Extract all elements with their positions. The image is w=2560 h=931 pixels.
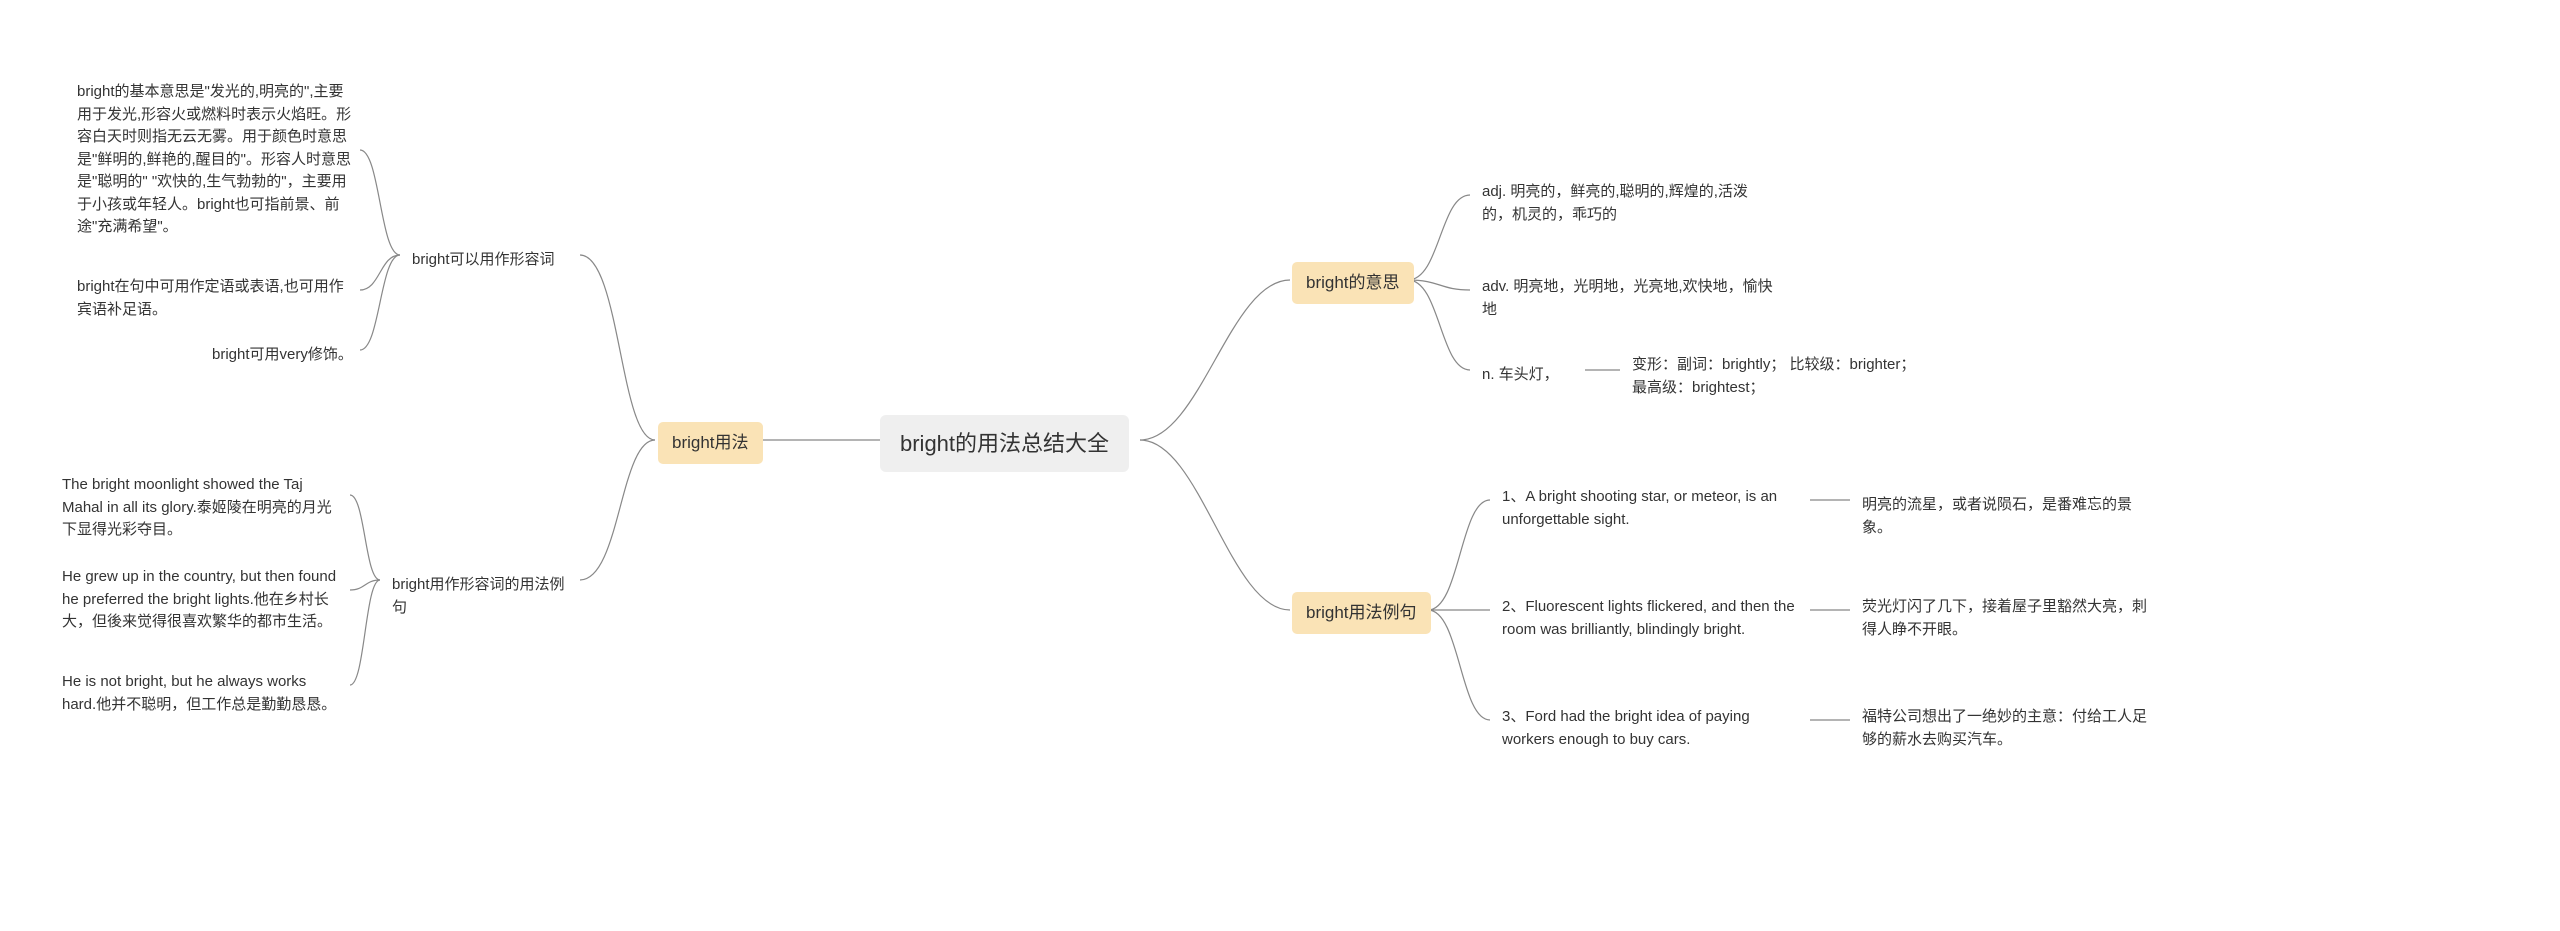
example-1-zh: 明亮的流星，或者说陨石，是番难忘的景象。 (1850, 488, 2170, 545)
meaning-adv: adv. 明亮地，光明地，光亮地,欢快地，愉快地 (1470, 270, 1790, 327)
right-branch-examples: bright用法例句 (1292, 592, 1431, 634)
example-3-en: 3、Ford had the bright idea of paying wor… (1490, 700, 1810, 757)
right-branch-meaning: bright的意思 (1292, 262, 1414, 304)
left-branch: bright用法 (658, 422, 763, 464)
left-sub-examples: bright用作形容词的用法例句 (380, 568, 585, 625)
left-sub-examples-label: bright用作形容词的用法例句 (392, 576, 565, 616)
example-3-zh: 福特公司想出了一绝妙的主意：付给工人足够的薪水去购买汽车。 (1850, 700, 2160, 757)
left-sub-adj-child-2: bright可用very修饰。 (200, 338, 365, 373)
example-1-en: 1、A bright shooting star, or meteor, is … (1490, 480, 1810, 537)
root-label: bright的用法总结大全 (900, 431, 1109, 456)
left-branch-label: bright用法 (672, 433, 749, 452)
left-sub-ex-child-0: The bright moonlight showed the Taj Maha… (50, 468, 355, 548)
right-branch-examples-label: bright用法例句 (1306, 603, 1417, 622)
root-node: bright的用法总结大全 (880, 415, 1129, 472)
connector-lines (0, 0, 2560, 931)
left-sub-adj-child-1: bright在句中可用作定语或表语,也可用作宾语补足语。 (65, 270, 365, 327)
example-2-zh: 荧光灯闪了几下，接着屋子里豁然大亮，刺得人睁不开眼。 (1850, 590, 2160, 647)
left-sub-adjective: bright可以用作形容词 (400, 243, 585, 278)
meaning-adj: adj. 明亮的，鲜亮的,聪明的,辉煌的,活泼的，机灵的，乖巧的 (1470, 175, 1780, 232)
example-2-en: 2、Fluorescent lights flickered, and then… (1490, 590, 1810, 647)
left-sub-ex-child-2: He is not bright, but he always works ha… (50, 665, 355, 722)
left-sub-adj-child-0: bright的基本意思是"发光的,明亮的",主要用于发光,形容火或燃料时表示火焰… (65, 75, 365, 245)
left-sub-adjective-label: bright可以用作形容词 (412, 251, 555, 268)
right-branch-meaning-label: bright的意思 (1306, 273, 1400, 292)
meaning-noun-forms: 变形：副词：brightly； 比较级：brighter； 最高级：bright… (1620, 348, 1940, 405)
meaning-noun: n. 车头灯， (1470, 358, 1590, 393)
left-sub-ex-child-1: He grew up in the country, but then foun… (50, 560, 355, 640)
